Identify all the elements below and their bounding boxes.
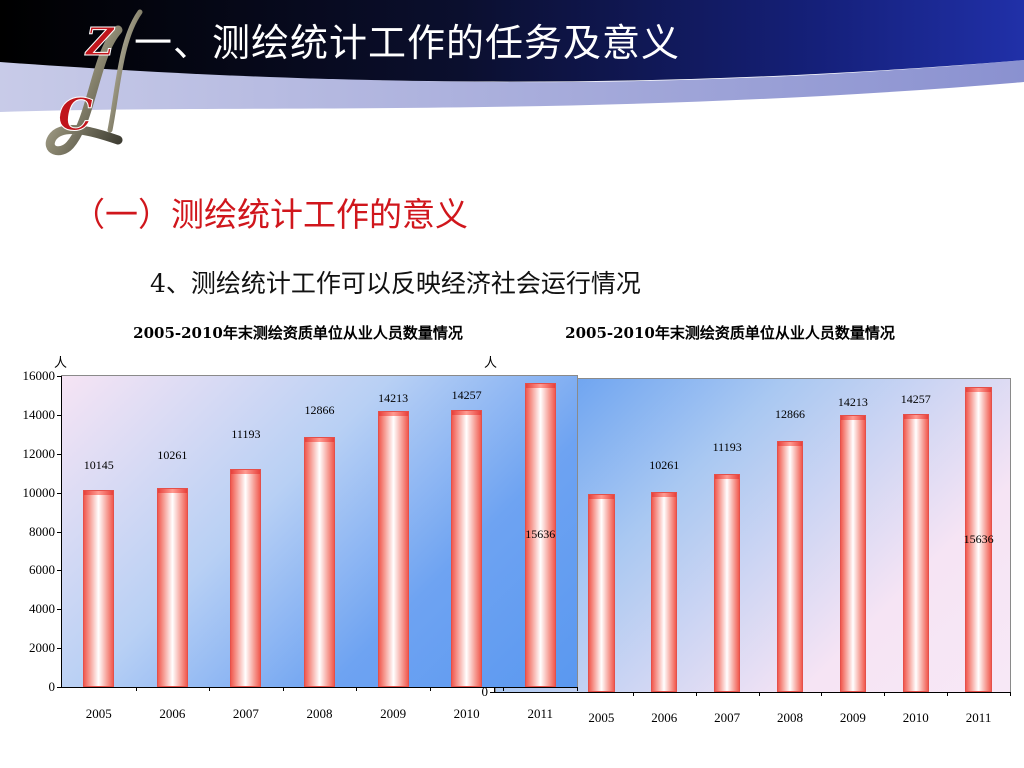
bar-2008 bbox=[304, 436, 335, 687]
y-tick-label: 0 bbox=[481, 684, 489, 699]
data-label-2006: 10261 bbox=[157, 447, 188, 462]
bar-2007 bbox=[713, 473, 741, 692]
y-tick-mark bbox=[57, 609, 61, 611]
zcl-logo: Z C bbox=[45, 9, 143, 156]
bar-2006 bbox=[651, 491, 678, 692]
x-tick-label-2006: 2006 bbox=[651, 710, 678, 725]
y-tick-mark bbox=[57, 453, 61, 455]
x-tick-mark bbox=[884, 692, 886, 696]
y-tick-mark bbox=[57, 376, 61, 377]
x-tick-mark bbox=[821, 692, 823, 696]
y-tick-mark bbox=[57, 414, 61, 416]
y-tick-label: 16000 bbox=[22, 368, 56, 383]
x-tick-label-2010: 2010 bbox=[902, 710, 929, 725]
data-label-2009: 14213 bbox=[378, 390, 409, 405]
data-label-2007: 11193 bbox=[712, 439, 742, 454]
data-label-2006: 10261 bbox=[649, 457, 680, 472]
y-tick-mark bbox=[490, 692, 494, 693]
bar-2008 bbox=[776, 441, 804, 692]
y-tick-label: 14000 bbox=[22, 406, 56, 422]
x-tick-label-2008: 2008 bbox=[306, 706, 333, 721]
y-tick-label: 6000 bbox=[29, 562, 55, 578]
bar-2006 bbox=[156, 487, 188, 687]
x-tick-mark bbox=[632, 692, 634, 696]
x-tick-mark bbox=[135, 687, 137, 691]
x-tick-mark bbox=[577, 687, 578, 691]
x-tick-label-2010: 2010 bbox=[453, 706, 480, 721]
y-tick-label: 10000 bbox=[22, 484, 56, 500]
x-tick-label-2009: 2009 bbox=[839, 710, 866, 725]
bar-2009 bbox=[839, 414, 867, 692]
title-banner: Z C bbox=[0, 0, 1024, 156]
x-tick-mark bbox=[947, 692, 949, 696]
data-label-2005: 10145 bbox=[83, 457, 114, 472]
x-tick-mark bbox=[209, 687, 211, 691]
bar-2011 bbox=[524, 383, 556, 687]
data-label-2010: 14257 bbox=[900, 391, 931, 406]
y-tick-mark bbox=[57, 570, 61, 572]
y-tick-mark bbox=[57, 531, 61, 533]
y-axis-unit-label: 人 bbox=[54, 355, 68, 370]
bar-2010 bbox=[451, 409, 483, 687]
y-tick-label: 2000 bbox=[29, 640, 55, 656]
data-label-2011: 15636 bbox=[963, 531, 994, 546]
data-label-2008: 12866 bbox=[775, 407, 805, 422]
x-tick-label-2007: 2007 bbox=[714, 710, 741, 725]
x-tick-mark bbox=[282, 687, 284, 691]
y-tick-mark bbox=[57, 648, 61, 650]
x-tick-mark bbox=[758, 692, 760, 696]
y-tick-label: 12000 bbox=[22, 445, 56, 461]
bar-2011 bbox=[965, 387, 992, 692]
x-tick-mark bbox=[1010, 692, 1011, 696]
chart-title: 2005-2010年末测绘资质单位从业人员数量情况 bbox=[565, 324, 895, 342]
x-tick-label-2009: 2009 bbox=[380, 706, 407, 721]
slide-subtitle: 4、测绘统计工作可以反映经济社会运行情况 bbox=[150, 269, 641, 298]
x-tick-label-2008: 2008 bbox=[777, 710, 803, 725]
y-tick-mark bbox=[57, 492, 61, 494]
x-tick-label-2011: 2011 bbox=[965, 710, 992, 725]
x-tick-mark bbox=[695, 692, 697, 696]
y-tick-label: 8000 bbox=[29, 523, 55, 539]
logo-letter-c: C bbox=[58, 90, 93, 141]
y-axis-line bbox=[61, 376, 62, 687]
x-tick-label-2006: 2006 bbox=[159, 706, 186, 721]
x-tick-label-2005: 2005 bbox=[85, 706, 112, 721]
x-tick-label-2007: 2007 bbox=[232, 706, 259, 721]
y-tick-label: 0 bbox=[48, 679, 56, 694]
x-axis-line bbox=[61, 687, 577, 688]
data-label-2011: 15636 bbox=[525, 527, 556, 542]
y-tick-mark bbox=[57, 687, 61, 688]
bar-2009 bbox=[377, 410, 409, 687]
x-tick-mark bbox=[356, 687, 358, 691]
section-heading: （一）测绘统计工作的意义 bbox=[72, 195, 468, 234]
bar-2005 bbox=[588, 494, 615, 692]
bar-2007 bbox=[230, 469, 262, 687]
slide-title: 一、测绘统计工作的任务及意义 bbox=[134, 21, 681, 65]
x-tick-label-2005: 2005 bbox=[588, 710, 615, 725]
y-axis-unit-label: 人 bbox=[484, 355, 498, 370]
x-tick-mark bbox=[503, 687, 505, 691]
banner-dark-band bbox=[0, 0, 1024, 82]
data-label-2010: 14257 bbox=[451, 387, 482, 402]
bar-2005 bbox=[83, 489, 115, 687]
y-tick-label: 4000 bbox=[29, 601, 55, 617]
logo-letter-z: Z bbox=[84, 19, 115, 64]
x-axis-line bbox=[494, 692, 1010, 693]
banner-wave bbox=[0, 58, 1024, 112]
data-label-2009: 14213 bbox=[837, 394, 868, 409]
x-tick-label-2011: 2011 bbox=[527, 706, 553, 721]
data-label-2008: 12866 bbox=[304, 402, 335, 417]
chart-title: 2005-2010年末测绘资质单位从业人员数量情况 bbox=[133, 324, 463, 342]
data-label-2007: 11193 bbox=[231, 427, 261, 442]
bar-2010 bbox=[902, 413, 929, 692]
x-tick-mark bbox=[429, 687, 431, 691]
